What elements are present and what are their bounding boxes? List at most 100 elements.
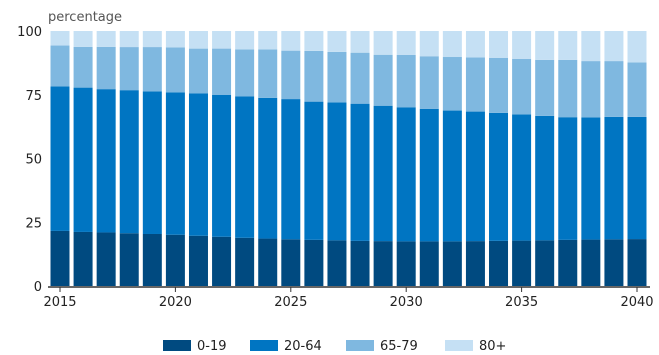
bar-segment-2021-20-64 <box>188 93 208 236</box>
bar-segment-2034-80+ <box>489 31 509 58</box>
bar-segment-2025-20-64 <box>281 99 301 240</box>
bar-segment-2016-65-79 <box>73 46 93 88</box>
bar-segment-2033-20-64 <box>465 111 485 242</box>
bar-segment-2022-65-79 <box>212 48 232 95</box>
axes-group: 0 25 50 75 100 2015 2020 2025 2030 2035 2040 <box>17 25 653 310</box>
bar-segment-2021-65-79 <box>188 48 208 94</box>
bar-segment-2031-65-79 <box>419 56 439 109</box>
legend: 0-19 20-64 65-79 80+ <box>163 339 506 354</box>
bar-segment-2016-80+ <box>73 31 93 47</box>
legend-swatch-65-79 <box>346 340 374 351</box>
bar-segment-2031-20-64 <box>419 108 439 242</box>
bar-segment-2035-65-79 <box>512 58 532 115</box>
bar-segment-2034-20-64 <box>489 112 509 241</box>
bar-segment-2037-20-64 <box>558 117 578 240</box>
x-tick-label-2015: 2015 <box>43 295 76 310</box>
bar-segment-2028-20-64 <box>350 103 370 241</box>
x-tick-label-2035: 2035 <box>505 295 538 310</box>
bar-segment-2015-80+ <box>50 31 70 46</box>
bar-segment-2028-80+ <box>350 31 370 53</box>
bar-segment-2030-0-19 <box>396 241 416 287</box>
bar-segment-2030-20-64 <box>396 107 416 242</box>
bar-segment-2016-20-64 <box>73 87 93 232</box>
x-tick-label-2040: 2040 <box>620 295 653 310</box>
bar-segment-2020-20-64 <box>165 92 185 235</box>
bar-segment-2035-20-64 <box>512 114 532 241</box>
bar-segment-2027-20-64 <box>327 102 347 241</box>
bar-segment-2030-65-79 <box>396 54 416 108</box>
bar-segment-2019-0-19 <box>142 233 162 286</box>
bar-segment-2023-20-64 <box>235 96 255 238</box>
bar-segment-2019-65-79 <box>142 47 162 92</box>
bar-segment-2026-20-64 <box>304 101 324 240</box>
bar-segment-2022-0-19 <box>212 236 232 286</box>
bar-segment-2031-0-19 <box>419 241 439 287</box>
bar-segment-2039-0-19 <box>604 239 624 286</box>
bar-segment-2026-0-19 <box>304 239 324 286</box>
bar-segment-2040-20-64 <box>627 116 647 240</box>
bar-segment-2036-0-19 <box>535 240 555 286</box>
bar-segment-2020-80+ <box>165 31 185 48</box>
bar-segment-2039-65-79 <box>604 61 624 117</box>
bar-segment-2033-80+ <box>465 31 485 58</box>
legend-label-0-19: 0-19 <box>197 339 227 351</box>
bar-segment-2035-80+ <box>512 31 532 59</box>
bar-segment-2037-80+ <box>558 31 578 60</box>
bar-segment-2033-65-79 <box>465 57 485 112</box>
bar-segment-2017-80+ <box>96 31 116 47</box>
bar-segment-2037-0-19 <box>558 239 578 286</box>
bar-segment-2023-0-19 <box>235 237 255 286</box>
legend-swatch-20-64 <box>250 340 278 351</box>
bar-segment-2036-80+ <box>535 31 555 60</box>
bar-segment-2036-65-79 <box>535 59 555 116</box>
bar-segment-2018-20-64 <box>119 90 139 234</box>
bar-segment-2033-0-19 <box>465 241 485 286</box>
bar-segment-2015-65-79 <box>50 45 70 87</box>
bar-segment-2032-20-64 <box>442 110 462 242</box>
bar-segment-2017-65-79 <box>96 46 116 90</box>
bar-segment-2018-65-79 <box>119 47 139 91</box>
y-tick-label-75: 75 <box>25 89 42 104</box>
bar-segment-2016-0-19 <box>73 231 93 286</box>
bar-segment-2038-0-19 <box>581 239 601 286</box>
bar-segment-2025-80+ <box>281 31 301 51</box>
bar-segment-2035-0-19 <box>512 240 532 286</box>
bar-segment-2027-65-79 <box>327 51 347 103</box>
bar-segment-2040-80+ <box>627 31 647 63</box>
bar-segment-2029-0-19 <box>373 241 393 286</box>
bar-segment-2034-65-79 <box>489 57 509 113</box>
bar-segment-2040-0-19 <box>627 239 647 286</box>
bar-segment-2038-20-64 <box>581 117 601 240</box>
bar-segment-2032-65-79 <box>442 57 462 111</box>
legend-label-65-79: 65-79 <box>380 339 418 351</box>
y-tick-label-0: 0 <box>34 280 42 295</box>
bar-segment-2024-80+ <box>258 31 278 50</box>
bar-segment-2029-80+ <box>373 31 393 55</box>
bar-segment-2038-65-79 <box>581 61 601 118</box>
bar-segment-2026-80+ <box>304 31 324 51</box>
y-tick-label-100: 100 <box>17 25 42 40</box>
bar-segment-2021-0-19 <box>188 235 208 286</box>
x-tick-label-2020: 2020 <box>159 295 192 310</box>
bar-segment-2020-0-19 <box>165 234 185 286</box>
bar-segment-2022-80+ <box>212 31 232 49</box>
bar-segment-2025-0-19 <box>281 239 301 286</box>
bar-segment-2018-80+ <box>119 31 139 48</box>
bar-segment-2039-80+ <box>604 31 624 62</box>
bar-segment-2019-20-64 <box>142 91 162 234</box>
bars-group <box>50 31 647 287</box>
bar-segment-2029-20-64 <box>373 105 393 242</box>
bar-segment-2040-65-79 <box>627 62 647 117</box>
bar-segment-2027-0-19 <box>327 240 347 286</box>
bar-segment-2024-20-64 <box>258 97 278 239</box>
y-tick-label-50: 50 <box>25 153 42 168</box>
bar-segment-2023-65-79 <box>235 49 255 97</box>
legend-swatch-0-19 <box>163 340 191 351</box>
bar-segment-2024-0-19 <box>258 238 278 286</box>
bar-segment-2028-65-79 <box>350 52 370 104</box>
bar-segment-2031-80+ <box>419 31 439 57</box>
bar-segment-2038-80+ <box>581 31 601 62</box>
bar-segment-2020-65-79 <box>165 47 185 93</box>
